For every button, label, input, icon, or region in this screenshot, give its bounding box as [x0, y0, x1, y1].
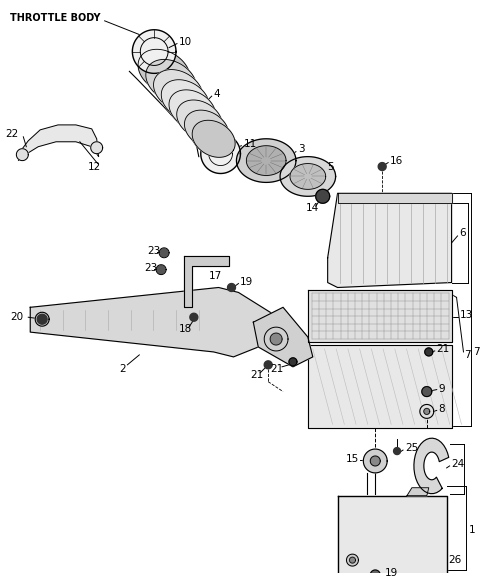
Polygon shape	[414, 438, 449, 494]
Text: 11: 11	[243, 139, 257, 149]
Polygon shape	[184, 110, 228, 148]
Text: 3: 3	[298, 144, 304, 154]
Polygon shape	[192, 120, 235, 157]
Text: 18: 18	[179, 324, 192, 334]
Text: 25: 25	[405, 443, 418, 453]
Polygon shape	[91, 142, 103, 154]
Text: 23: 23	[147, 246, 160, 256]
Text: 26: 26	[449, 555, 462, 565]
Text: 6: 6	[459, 228, 466, 238]
Polygon shape	[422, 387, 432, 397]
Text: 13: 13	[459, 310, 473, 320]
Text: 22: 22	[5, 129, 19, 139]
Text: 21: 21	[251, 370, 264, 380]
Text: 24: 24	[452, 459, 465, 469]
Polygon shape	[138, 49, 190, 94]
Polygon shape	[424, 409, 430, 414]
Text: 12: 12	[88, 161, 101, 172]
Polygon shape	[177, 100, 222, 139]
Polygon shape	[316, 190, 330, 203]
Text: 21: 21	[437, 344, 450, 354]
Polygon shape	[349, 557, 355, 563]
Text: 14: 14	[306, 203, 319, 213]
Polygon shape	[394, 447, 400, 454]
Polygon shape	[337, 193, 452, 203]
Text: 19: 19	[385, 568, 398, 578]
Polygon shape	[270, 333, 282, 345]
Text: 7: 7	[473, 347, 480, 357]
Text: 23: 23	[144, 262, 157, 273]
Polygon shape	[30, 287, 283, 357]
Text: 19: 19	[240, 276, 252, 287]
Polygon shape	[420, 405, 434, 418]
Text: THROTTLE BODY: THROTTLE BODY	[11, 13, 101, 23]
Polygon shape	[246, 146, 286, 176]
Polygon shape	[264, 361, 272, 369]
Text: 9: 9	[439, 384, 445, 394]
Text: 15: 15	[346, 454, 359, 464]
Polygon shape	[160, 249, 168, 257]
Polygon shape	[370, 456, 380, 466]
Polygon shape	[308, 345, 452, 428]
Text: 8: 8	[439, 405, 445, 414]
Text: 1: 1	[468, 525, 475, 535]
Text: 16: 16	[390, 155, 403, 166]
Polygon shape	[253, 307, 313, 367]
Polygon shape	[154, 69, 203, 112]
Text: 2: 2	[120, 364, 126, 374]
Polygon shape	[35, 312, 49, 326]
Text: 7: 7	[465, 350, 471, 360]
Text: 4: 4	[214, 89, 220, 99]
Polygon shape	[363, 449, 387, 473]
Polygon shape	[289, 358, 297, 366]
Polygon shape	[16, 149, 28, 161]
Text: 20: 20	[11, 312, 24, 322]
Polygon shape	[169, 90, 216, 130]
Polygon shape	[228, 284, 236, 291]
Text: 17: 17	[209, 271, 222, 280]
Polygon shape	[237, 139, 296, 183]
Polygon shape	[157, 266, 165, 273]
Polygon shape	[328, 193, 452, 287]
Text: 5: 5	[328, 161, 334, 172]
Text: 21: 21	[270, 364, 283, 374]
Polygon shape	[132, 29, 176, 73]
Polygon shape	[308, 291, 452, 342]
Polygon shape	[378, 162, 386, 171]
Polygon shape	[37, 314, 47, 324]
Polygon shape	[337, 496, 446, 575]
Polygon shape	[190, 313, 198, 321]
Text: 10: 10	[179, 36, 192, 47]
Polygon shape	[370, 570, 380, 578]
Polygon shape	[161, 80, 209, 121]
Polygon shape	[201, 134, 240, 173]
Polygon shape	[146, 60, 196, 102]
Polygon shape	[425, 348, 433, 356]
Polygon shape	[347, 554, 359, 566]
Polygon shape	[280, 157, 336, 197]
Polygon shape	[407, 488, 429, 496]
Polygon shape	[18, 125, 99, 161]
Polygon shape	[184, 256, 228, 307]
Polygon shape	[290, 164, 326, 190]
